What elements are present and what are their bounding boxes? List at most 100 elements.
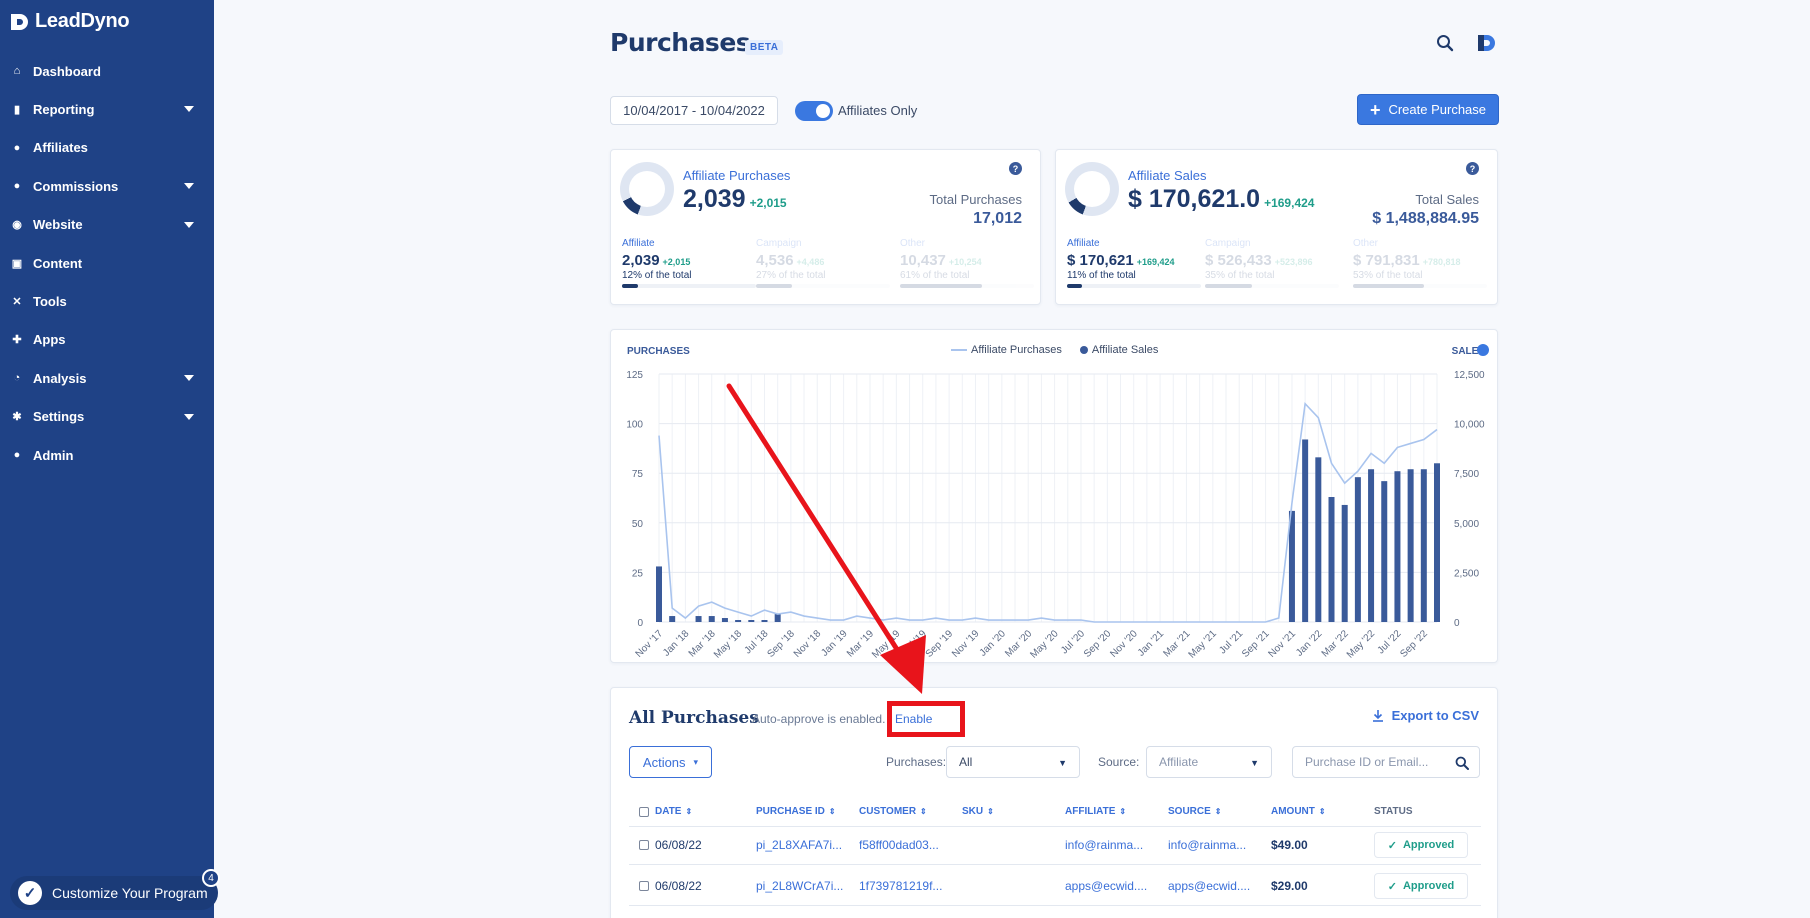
sidebar-item-content[interactable]: ▣ Content [0,244,214,282]
stat-breakdown-other[interactable]: Other 10,437 +10,254 61% of the total [900,238,1034,288]
app-logo[interactable]: LeadDyno [9,10,130,33]
legend-item-purchases[interactable]: Affiliate Purchases [951,344,1062,356]
help-icon [1477,344,1489,356]
column-header-sku[interactable]: SKU ⇕ [962,806,994,817]
gear-icon: ✱ [12,411,22,424]
help-icon[interactable]: ? [1009,162,1022,175]
account-logo-icon[interactable] [1476,33,1496,53]
left-tick-label: 125 [626,370,643,381]
column-header-source[interactable]: SOURCE ⇕ [1168,806,1222,817]
column-header-affiliate[interactable]: AFFILIATE ⇕ [1065,806,1127,817]
affiliates-only-label: Affiliates Only [838,103,918,118]
purchases-filter-select[interactable]: All ▼ [946,746,1080,778]
sidebar-item-commissions[interactable]: ● Commissions [0,167,214,205]
left-tick-label: 100 [626,420,643,431]
cell-source[interactable]: info@rainma... [1168,838,1247,852]
create-purchase-button[interactable]: + Create Purchase [1357,94,1499,125]
stat-breakdown-campaign[interactable]: Campaign 4,536 +4,486 27% of the total [756,238,890,288]
sidebar-item-settings[interactable]: ✱ Settings [0,398,214,436]
sales-bar [1368,469,1375,622]
sidebar-item-reporting[interactable]: ▮ Reporting [0,90,214,128]
cell-source[interactable]: apps@ecwid.... [1168,879,1251,893]
chart-right-axis-title: SALES [1451,346,1485,357]
affiliates-only-toggle[interactable] [795,101,833,121]
x-tick-label: May '21 [1187,628,1220,661]
sidebar-item-website[interactable]: ◉ Website [0,206,214,244]
sidebar-item-label: Admin [33,447,74,463]
chart-legend: Affiliate Purchases Affiliate Sales [951,344,1158,356]
select-all-checkbox[interactable] [639,807,649,817]
breakdown-delta: +780,818 [1422,257,1461,267]
sidebar-item-label: Website [33,217,83,233]
column-header-customer[interactable]: CUSTOMER ⇕ [859,806,927,817]
x-tick-label: Sep '20 [1082,628,1114,660]
annotation-highlight-box [887,701,965,737]
column-header-amount[interactable]: AMOUNT ⇕ [1271,806,1326,817]
breakdown-delta: +4,486 [796,257,825,267]
x-tick-label: May '18 [712,628,745,661]
cell-affiliate[interactable]: apps@ecwid.... [1065,879,1148,893]
cell-purchase-id[interactable]: pi_2L8XAFA7i... [756,838,843,852]
sales-bar [656,566,662,622]
date-range-picker[interactable]: 10/04/2017 - 10/04/2022 [610,96,778,125]
user-cog-icon: ● [13,449,21,462]
breakdown-label: Affiliate [622,238,655,249]
purchase-search-input[interactable]: Purchase ID or Email... [1292,746,1480,778]
stat-breakdown-other[interactable]: Other $ 791,831 +780,818 53% of the total [1353,238,1487,288]
sidebar-item-label: Reporting [33,102,95,118]
sidebar-item-label: Affiliates [33,140,88,156]
breakdown-percent: 53% of the total [1353,270,1423,281]
sort-icon: ⇕ [1318,807,1326,816]
stat-breakdown-campaign[interactable]: Campaign $ 526,433 +523,896 35% of the tota… [1205,238,1339,288]
help-icon[interactable]: ? [1466,162,1479,175]
customize-program-label: Customize Your Program [52,885,208,901]
sales-bar [735,620,742,622]
row-checkbox[interactable] [639,881,649,891]
sales-bar [1354,477,1361,622]
cell-customer[interactable]: 1f739781219f... [859,879,943,893]
cell-purchase-id[interactable]: pi_2L8WCrA7i... [756,879,844,893]
legend-item-sales[interactable]: Affiliate Sales [1079,344,1158,356]
cell-date: 06/08/22 [655,838,702,852]
stat-breakdown-affiliate[interactable]: Affiliate 2,039 +2,015 12% of the total [622,238,756,288]
x-tick-label: Nov '20 [1108,628,1140,660]
sort-icon: ⇕ [987,807,994,816]
sidebar-item-analysis[interactable]: ◔ Analysis [0,359,214,397]
cell-affiliate[interactable]: info@rainma... [1065,838,1144,852]
chevron-down-icon: ▼ [1058,758,1067,768]
purchase-search-placeholder: Purchase ID or Email... [1305,755,1429,769]
customize-program-button[interactable]: ✓ Customize Your Program 4 [10,869,220,910]
breakdown-progress [1205,284,1339,288]
breakdown-value: $ 526,433 +523,896 [1205,252,1313,269]
actions-dropdown[interactable]: Actions ▾ [629,746,712,778]
column-header-date[interactable]: DATE ⇕ [655,806,693,817]
x-tick-label: May '19 [870,628,903,661]
search-icon[interactable] [1436,34,1454,52]
breakdown-value: 4,536 +4,486 [756,252,825,269]
sort-icon: ⇕ [920,807,927,816]
sales-bar [1434,463,1440,622]
globe-icon: ◉ [12,219,22,232]
source-filter-select[interactable]: Affiliate ▼ [1146,746,1272,778]
search-icon[interactable] [1455,756,1469,770]
tools-icon: ✕ [12,296,22,309]
enable-auto-approve-link[interactable]: Enable [895,712,933,726]
breakdown-progress [1353,284,1487,288]
row-checkbox[interactable] [639,840,649,850]
sidebar-item-tools[interactable]: ✕ Tools [0,282,214,320]
export-csv-button[interactable]: Export to CSV [1372,708,1479,723]
right-tick-label: 0 [1454,618,1460,629]
cell-customer[interactable]: f58ff00dad03... [859,838,939,852]
sidebar-item-admin[interactable]: ● Admin [0,436,214,474]
status-badge: ✓ Approved [1374,832,1468,858]
sidebar-item-apps[interactable]: ✚ Apps [0,321,214,359]
sidebar-item-affiliates[interactable]: ● Affiliates [0,129,214,167]
sales-bar [721,618,728,622]
stat-total-value: 17,012 [973,210,1022,227]
stat-breakdown-affiliate[interactable]: Affiliate $ 170,621 +169,424 11% of the tot… [1067,238,1201,288]
sales-bar [1288,510,1295,622]
sort-icon: ⇕ [685,807,693,816]
column-header-purchase-id[interactable]: PURCHASE ID ⇕ [756,806,836,817]
sidebar-item-dashboard[interactable]: ⌂ Dashboard [0,52,214,90]
sales-bar [1302,439,1309,622]
